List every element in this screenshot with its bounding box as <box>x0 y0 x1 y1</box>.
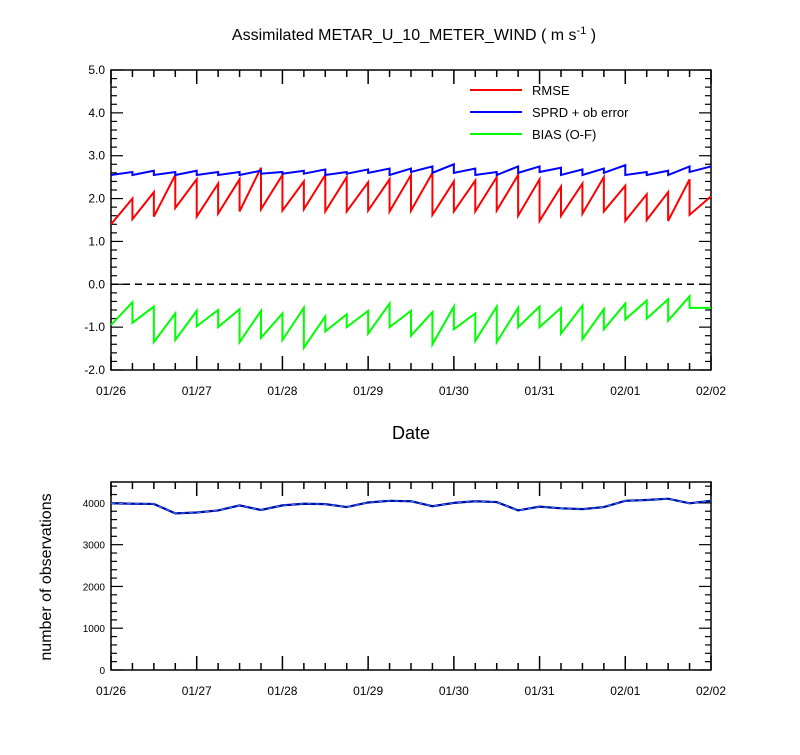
top-y-tick-label: 0.0 <box>88 277 105 291</box>
observations-line-dashed <box>110 498 712 514</box>
bottom-y-tick-labels: 0 1000 2000 3000 4000 <box>83 499 106 677</box>
top-x-tick-label: 02/02 <box>696 384 726 398</box>
bot-x-tick-label: 01/30 <box>439 684 469 698</box>
top-y-tick-label: 1.0 <box>88 234 105 248</box>
chart-title-superscript: -1 <box>577 25 587 37</box>
bot-y-tick-label: 4000 <box>83 499 106 510</box>
bot-y-tick-label: 3000 <box>83 541 106 552</box>
bot-x-tick-label: 01/26 <box>96 684 126 698</box>
top-y-tick-label: 2.0 <box>88 192 105 206</box>
series-line <box>110 167 712 225</box>
series-line <box>110 162 712 177</box>
chart-title-close: ) <box>586 27 596 44</box>
series-rmse <box>110 167 712 225</box>
legend-label: BIAS (O-F) <box>532 127 596 142</box>
bot-x-tick-label: 01/31 <box>525 684 555 698</box>
top-y-tick-label: 4.0 <box>88 106 105 120</box>
top-x-tick-labels: 01/26 01/27 01/28 01/29 01/30 01/31 02/01 02/02 <box>96 384 726 398</box>
bottom-major-ticks <box>110 482 712 671</box>
top-minor-ticks <box>111 70 711 370</box>
top-series-group <box>110 162 712 351</box>
bot-y-tick-label: 2000 <box>83 582 106 593</box>
top-x-tick-label: 02/01 <box>610 384 640 398</box>
bot-y-tick-label: 0 <box>99 666 105 677</box>
top-x-tick-label: 01/30 <box>439 384 469 398</box>
top-y-tick-label: -1.0 <box>84 320 105 334</box>
top-y-tick-labels: 5.0 4.0 3.0 2.0 1.0 0.0 -1.0 -2.0 <box>84 63 105 377</box>
top-x-tick-label: 01/26 <box>96 384 126 398</box>
bottom-series-group <box>110 497 712 515</box>
x-axis-title: Date <box>392 423 430 443</box>
bot-x-tick-label: 01/29 <box>353 684 383 698</box>
top-plot-area: 5.04.03.02.01.00.0-1.0-2.0 01/26 01/27 01/… <box>84 63 726 398</box>
legend-label: SPRD + ob error <box>532 105 629 120</box>
bottom-x-tick-labels: 01/26 01/27 01/28 01/29 01/30 01/31 02/01 02/02 <box>96 684 726 698</box>
bottom-plot-frame <box>110 481 712 671</box>
chart-title: Assimilated METAR_U_10_METER_WIND ( m s-… <box>232 25 596 44</box>
bot-x-tick-label: 01/27 <box>182 684 212 698</box>
top-y-tick-label: -2.0 <box>84 363 105 377</box>
series-line <box>110 293 711 351</box>
top-x-tick-label: 01/28 <box>267 384 297 398</box>
top-x-tick-label: 01/27 <box>182 384 212 398</box>
bottom-minor-ticks <box>111 482 711 670</box>
series-bias <box>110 293 711 351</box>
bot-x-tick-label: 02/01 <box>610 684 640 698</box>
top-x-tick-label: 01/31 <box>525 384 555 398</box>
bot-y-tick-label: 1000 <box>83 624 106 635</box>
top-x-tick-label: 01/29 <box>353 384 383 398</box>
series-sprd <box>110 162 712 177</box>
legend-label: RMSE <box>532 83 570 98</box>
chart-title-main: Assimilated METAR_U_10_METER_WIND ( m s <box>232 27 577 44</box>
bottom-y-axis-title: number of observations <box>38 493 55 660</box>
legend: RMSE SPRD + ob error BIAS (O-F) <box>470 83 629 142</box>
top-y-tick-label: 3.0 <box>88 149 105 163</box>
bot-x-tick-label: 02/02 <box>696 684 726 698</box>
top-y-tick-label: 5.0 <box>88 63 105 77</box>
bot-x-tick-label: 01/28 <box>267 684 297 698</box>
